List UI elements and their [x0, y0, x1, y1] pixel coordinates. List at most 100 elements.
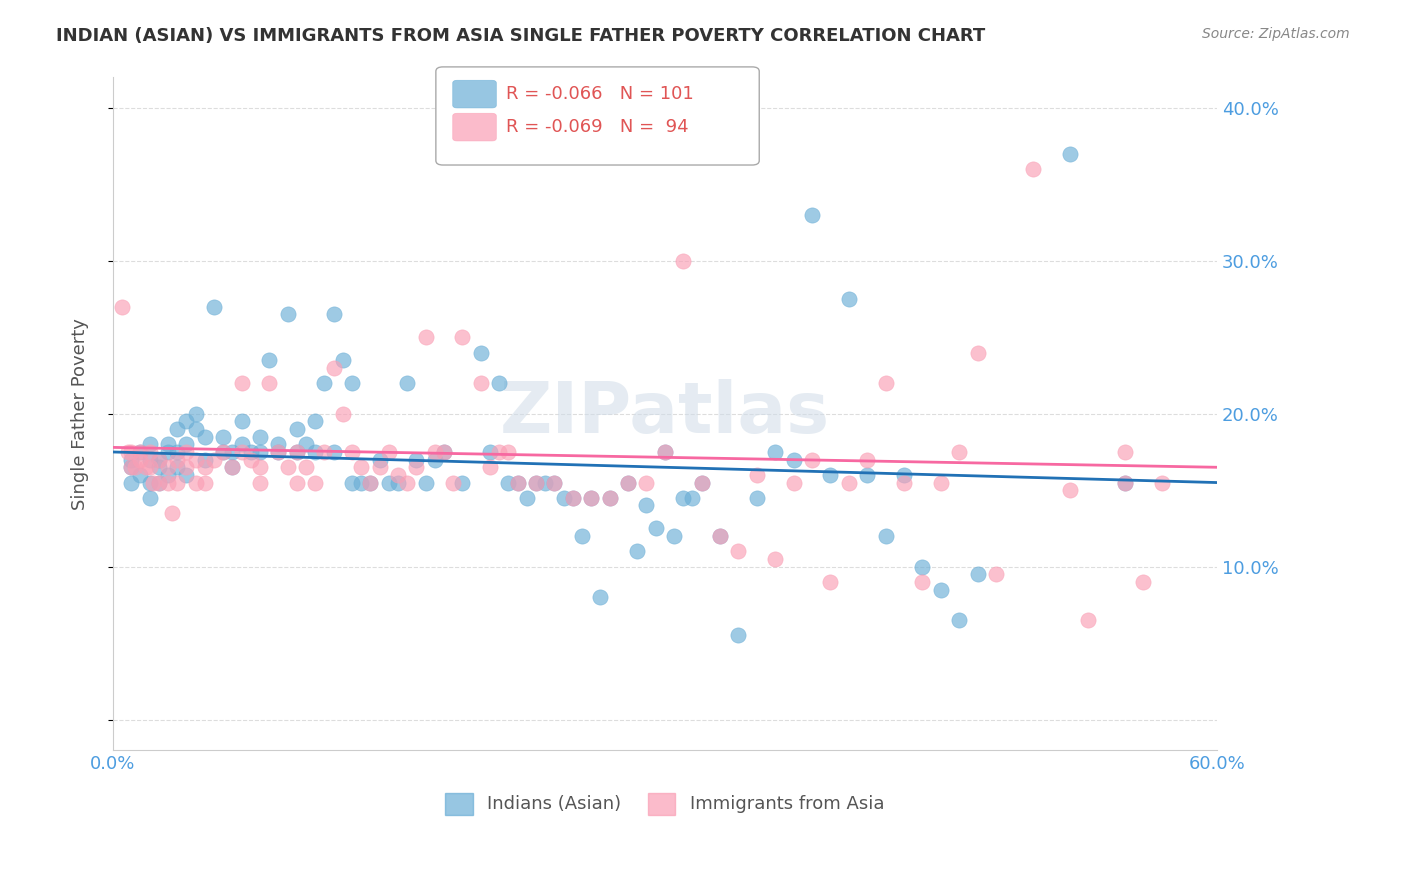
Point: [157, 467, 180, 482]
Point: [838, 292, 860, 306]
Point: [396, 376, 419, 391]
Point: [285, 475, 308, 490]
Point: [479, 445, 502, 459]
Point: [138, 452, 160, 467]
Point: [221, 460, 243, 475]
Point: [157, 445, 180, 459]
Point: [194, 475, 217, 490]
Point: [249, 445, 271, 459]
Point: [340, 376, 363, 391]
Point: [617, 475, 640, 490]
Point: [202, 452, 225, 467]
Point: [267, 445, 290, 459]
Point: [129, 452, 152, 467]
Point: [415, 330, 437, 344]
Point: [184, 407, 207, 421]
Point: [332, 407, 354, 421]
Point: [948, 445, 970, 459]
Point: [148, 475, 170, 490]
Point: [636, 499, 658, 513]
Point: [359, 475, 381, 490]
Point: [148, 452, 170, 467]
Point: [387, 467, 409, 482]
Point: [763, 552, 786, 566]
Point: [157, 475, 180, 490]
Point: [148, 475, 170, 490]
Text: R = -0.069   N =  94: R = -0.069 N = 94: [506, 118, 689, 136]
Point: [709, 529, 731, 543]
Point: [267, 437, 290, 451]
Point: [285, 422, 308, 436]
Point: [322, 360, 344, 375]
Point: [644, 521, 666, 535]
Point: [138, 445, 160, 459]
Point: [534, 475, 557, 490]
Point: [801, 208, 824, 222]
Point: [893, 467, 915, 482]
Point: [405, 452, 427, 467]
Point: [350, 460, 373, 475]
Point: [727, 628, 749, 642]
Point: [589, 591, 612, 605]
Point: [285, 445, 308, 459]
Point: [378, 445, 401, 459]
Point: [239, 445, 262, 459]
Point: [654, 445, 676, 459]
Point: [231, 376, 253, 391]
Point: [1077, 613, 1099, 627]
Point: [340, 475, 363, 490]
Point: [221, 445, 243, 459]
Point: [433, 445, 456, 459]
Point: [160, 506, 183, 520]
Point: [332, 353, 354, 368]
Point: [571, 529, 593, 543]
Point: [782, 475, 804, 490]
Point: [579, 491, 602, 505]
Point: [543, 475, 565, 490]
Point: [763, 445, 786, 459]
Point: [561, 491, 583, 505]
Point: [135, 460, 157, 475]
Point: [782, 452, 804, 467]
Point: [672, 253, 695, 268]
Point: [304, 414, 326, 428]
Point: [820, 467, 842, 482]
Point: [524, 475, 547, 490]
Point: [120, 445, 142, 459]
Point: [176, 414, 198, 428]
Point: [1114, 475, 1136, 490]
Point: [340, 445, 363, 459]
Point: [561, 491, 583, 505]
Point: [672, 491, 695, 505]
Point: [368, 460, 391, 475]
Point: [368, 452, 391, 467]
Point: [451, 475, 474, 490]
Point: [929, 582, 952, 597]
Point: [524, 475, 547, 490]
Point: [120, 475, 142, 490]
Point: [194, 460, 217, 475]
Point: [249, 430, 271, 444]
Point: [176, 437, 198, 451]
Point: [875, 529, 897, 543]
Point: [257, 376, 280, 391]
Legend: Indians (Asian), Immigrants from Asia: Indians (Asian), Immigrants from Asia: [439, 785, 891, 822]
Point: [231, 445, 253, 459]
Point: [1059, 147, 1081, 161]
Point: [176, 445, 198, 459]
Y-axis label: Single Father Poverty: Single Father Poverty: [72, 318, 89, 509]
Point: [470, 376, 492, 391]
Point: [194, 452, 217, 467]
Point: [488, 445, 510, 459]
Text: ZIPatlas: ZIPatlas: [499, 379, 830, 449]
Point: [194, 430, 217, 444]
Point: [322, 445, 344, 459]
Point: [415, 475, 437, 490]
Point: [488, 376, 510, 391]
Point: [350, 475, 373, 490]
Point: [148, 460, 170, 475]
Point: [948, 613, 970, 627]
Point: [212, 430, 235, 444]
Point: [231, 437, 253, 451]
Point: [120, 460, 142, 475]
